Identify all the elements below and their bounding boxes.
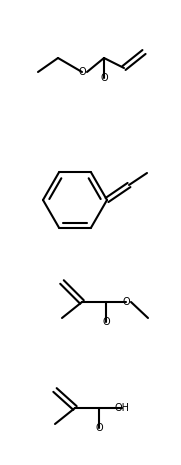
Text: O: O [95, 423, 103, 433]
Text: O: O [100, 73, 108, 83]
Text: O: O [122, 297, 130, 307]
Text: OH: OH [115, 403, 129, 413]
Text: O: O [78, 67, 86, 77]
Text: O: O [102, 317, 110, 327]
